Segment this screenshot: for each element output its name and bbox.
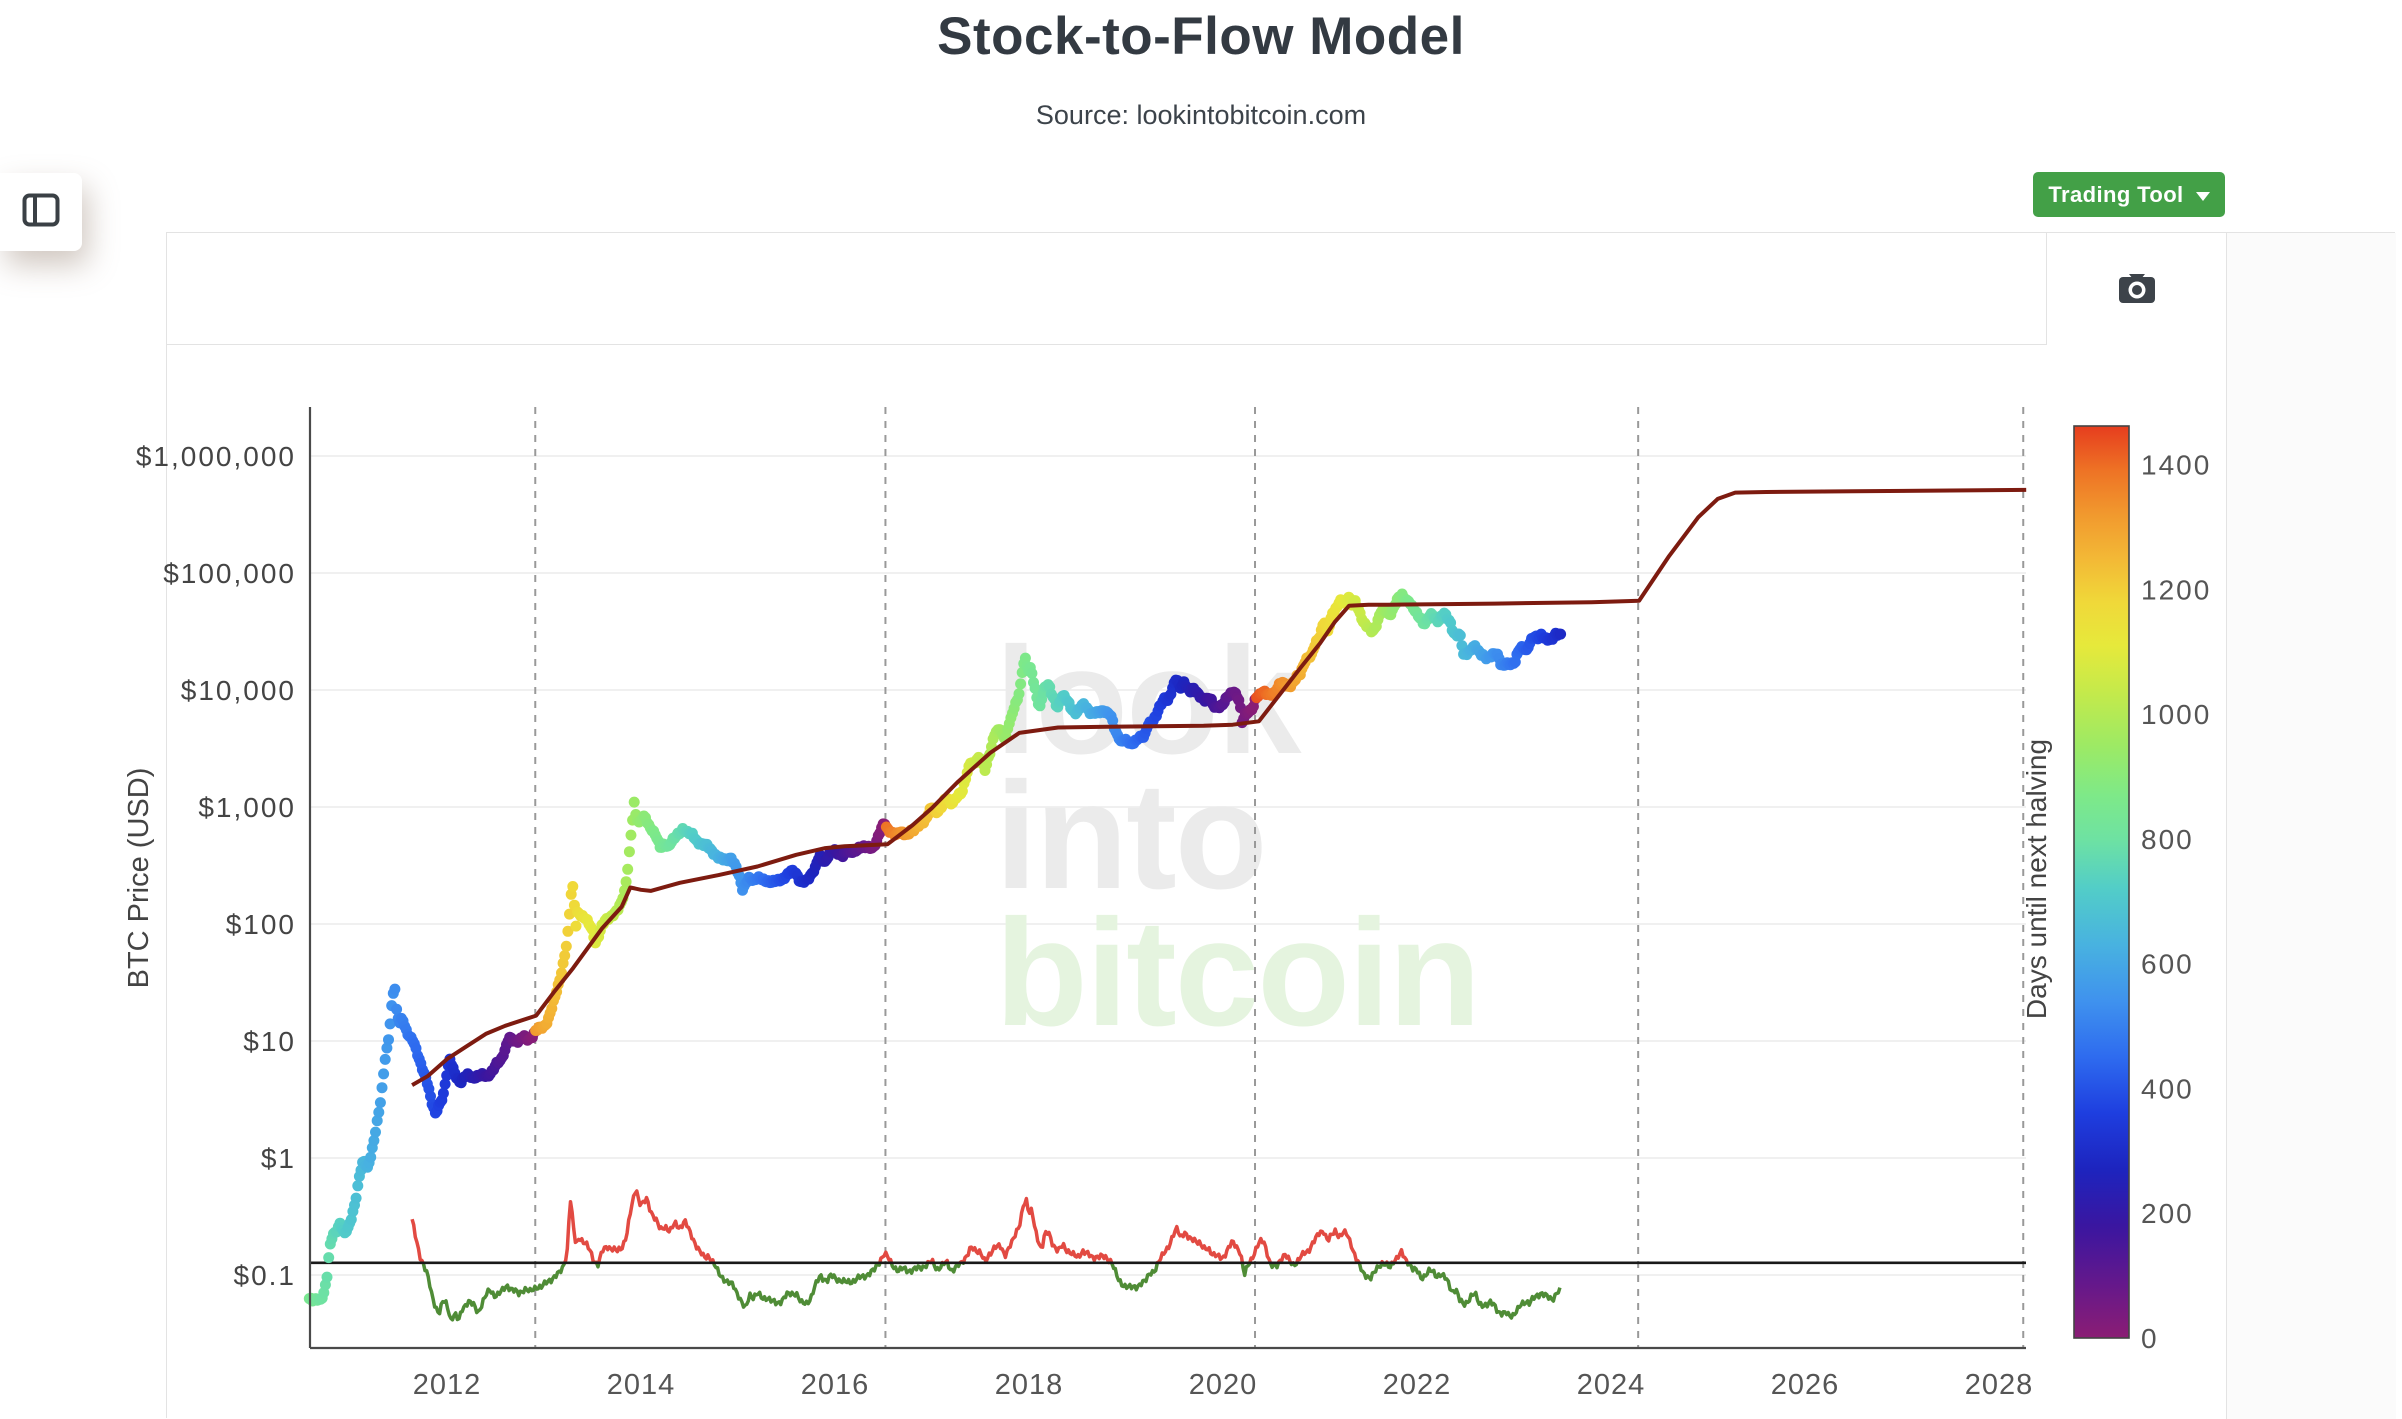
camera-icon (2116, 269, 2158, 310)
download-plot-button[interactable] (2046, 233, 2226, 345)
y-axis-title: BTC Price (USD) (123, 768, 155, 989)
chart-card (166, 232, 2396, 1419)
panel-left-icon (22, 193, 60, 232)
chevron-down-icon (2195, 191, 2210, 201)
trading-tool-label: Trading Tool (2048, 181, 2184, 207)
right-panel (2226, 233, 2396, 1419)
chart-toolbar (167, 233, 2226, 345)
sidebar-toggle-button[interactable] (0, 173, 82, 251)
page-subtitle: Source: lookintobitcoin.com (1035, 100, 1367, 130)
page-title: Stock-to-Flow Model (937, 7, 1465, 66)
trading-tool-button[interactable]: Trading Tool (2033, 172, 2225, 217)
